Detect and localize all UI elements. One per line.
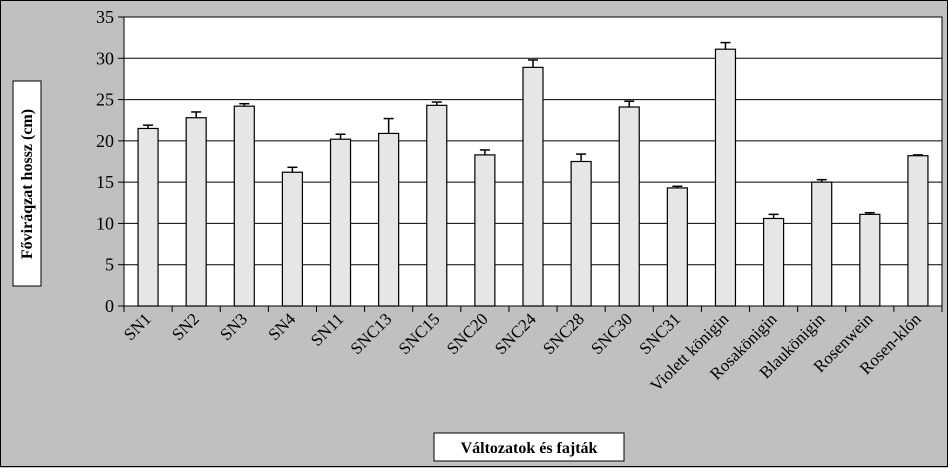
x-tick-label: SNC20 — [443, 309, 492, 358]
bar — [281, 171, 304, 307]
bar — [378, 132, 400, 307]
bar — [714, 48, 737, 307]
bar — [185, 117, 207, 307]
x-tick-label: SN1 — [120, 309, 155, 344]
x-axis-title-group: Változatok és fajták — [433, 432, 625, 462]
bar — [762, 217, 785, 307]
x-tick-label: SNC28 — [539, 309, 588, 358]
y-tick-label: 35 — [96, 7, 114, 27]
error-bars — [143, 41, 923, 219]
y-axis-title-group: Főviráqzat hossz (cm) — [12, 80, 42, 287]
x-axis: SN1 SN2 SN3 SN4 SN11 SNC13 SNC15 SNC20 SNC24 SNC2… — [120, 305, 943, 395]
x-tick-label: SN4 — [264, 309, 299, 344]
x-tick-label: SNC24 — [491, 309, 540, 358]
y-tick-label: 5 — [105, 255, 114, 275]
x-axis-title: Változatok és fajták — [461, 440, 598, 457]
bar — [329, 138, 352, 307]
y-axis-title: Főviráqzat hossz (cm) — [19, 109, 36, 259]
y-tick-label: 10 — [96, 213, 114, 233]
bar — [570, 160, 592, 307]
bar — [233, 105, 255, 307]
x-tick-label: SN2 — [168, 309, 203, 344]
bar — [618, 106, 640, 307]
bar — [522, 66, 544, 307]
y-tick-label: 0 — [105, 296, 114, 316]
x-tick-label: SNC30 — [587, 309, 636, 358]
x-tick-label: SN3 — [216, 309, 251, 344]
x-tick-label: SN11 — [307, 309, 347, 349]
x-tick-label: SNC15 — [395, 309, 444, 358]
y-tick-label: 25 — [96, 90, 114, 110]
y-axis: 0 5 10 15 20 25 30 35 — [96, 7, 125, 316]
bar — [859, 213, 881, 307]
y-tick-label: 15 — [96, 172, 114, 192]
bar — [811, 181, 833, 307]
y-tick-label: 30 — [96, 48, 114, 68]
bar — [666, 187, 688, 307]
bar — [907, 155, 929, 307]
bar — [474, 154, 496, 307]
x-tick-label: SNC13 — [347, 309, 396, 358]
y-tick-label: 20 — [96, 131, 114, 151]
bar — [137, 127, 159, 307]
bar — [426, 104, 448, 307]
